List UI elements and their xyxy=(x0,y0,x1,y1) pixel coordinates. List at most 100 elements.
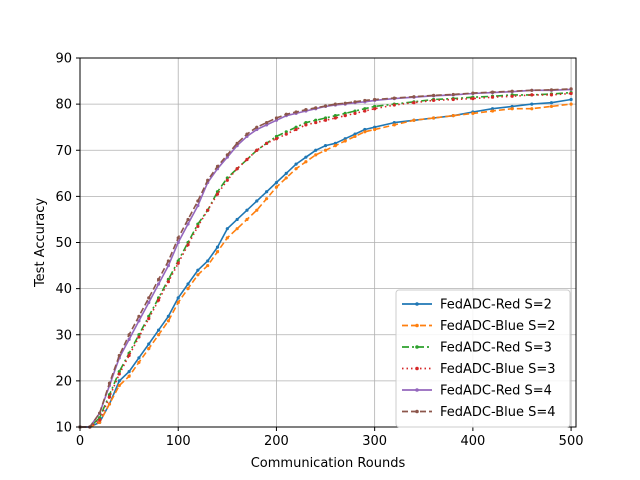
data-point xyxy=(333,102,337,106)
data-point xyxy=(530,88,534,92)
legend-item: FedADC-Red S=3 xyxy=(402,341,552,356)
data-point xyxy=(353,111,357,115)
data-point xyxy=(274,134,279,139)
data-point xyxy=(451,92,455,97)
series-4 xyxy=(78,91,573,429)
data-point xyxy=(186,243,190,247)
data-point xyxy=(490,90,495,94)
y-tick-label: 40 xyxy=(55,282,72,297)
data-point xyxy=(235,227,239,231)
y-tick-label: 60 xyxy=(55,190,72,205)
data-point xyxy=(274,180,279,185)
data-point xyxy=(215,192,220,196)
y-tick-label: 50 xyxy=(55,236,72,251)
data-point xyxy=(333,114,337,118)
data-point xyxy=(284,171,288,175)
data-point xyxy=(363,130,367,134)
data-point xyxy=(147,346,151,351)
y-tick-label: 30 xyxy=(55,328,72,343)
data-point xyxy=(373,127,377,132)
data-point xyxy=(196,199,200,203)
data-point xyxy=(166,259,170,263)
data-point xyxy=(363,109,367,113)
data-point xyxy=(137,360,141,365)
data-point xyxy=(304,155,308,159)
series-layer xyxy=(78,87,573,429)
data-point xyxy=(510,104,514,109)
data-point xyxy=(255,148,259,152)
data-point xyxy=(137,319,141,323)
data-point xyxy=(530,102,534,106)
data-point xyxy=(304,108,308,112)
data-point xyxy=(490,107,495,111)
legend-label: FedADC-Red S=2 xyxy=(440,298,552,313)
data-point xyxy=(156,333,161,337)
data-point xyxy=(176,261,180,265)
data-point xyxy=(412,95,416,99)
data-point xyxy=(510,107,514,111)
data-point xyxy=(215,250,220,254)
data-point xyxy=(137,333,141,337)
data-point xyxy=(274,185,279,189)
data-point xyxy=(353,109,357,113)
legend-marker xyxy=(415,345,419,349)
data-point xyxy=(471,111,475,115)
data-point xyxy=(147,342,151,346)
data-point xyxy=(549,88,554,92)
data-point xyxy=(510,89,514,93)
data-point xyxy=(98,418,102,422)
data-point xyxy=(117,353,121,358)
data-point xyxy=(176,296,180,300)
data-point xyxy=(206,263,210,268)
data-point xyxy=(166,319,170,323)
data-point xyxy=(166,314,170,318)
data-point xyxy=(127,353,131,358)
x-tick-label: 300 xyxy=(362,434,387,449)
data-point xyxy=(176,240,180,245)
data-point xyxy=(323,144,328,148)
legend-marker xyxy=(415,409,419,414)
legend-item: FedADC-Red S=4 xyxy=(402,384,552,399)
y-axis-label: Test Accuracy xyxy=(33,198,48,288)
data-point xyxy=(412,118,416,122)
data-point xyxy=(294,110,298,114)
data-point xyxy=(215,164,220,168)
data-point xyxy=(304,120,308,125)
legend-marker xyxy=(415,302,419,306)
data-point xyxy=(235,141,239,145)
data-point xyxy=(353,132,357,136)
data-point xyxy=(156,328,161,332)
data-point xyxy=(166,263,170,268)
data-point xyxy=(245,217,249,222)
legend-label: FedADC-Red S=3 xyxy=(440,341,552,356)
series-2 xyxy=(78,102,573,429)
x-axis-label: Communication Rounds xyxy=(251,456,406,471)
data-point xyxy=(373,97,377,102)
data-point xyxy=(225,155,229,159)
data-point xyxy=(245,157,249,162)
legend-label: FedADC-Blue S=4 xyxy=(440,405,556,420)
x-tick-label: 400 xyxy=(460,434,485,449)
data-point xyxy=(294,162,298,166)
data-point xyxy=(569,87,573,91)
data-point xyxy=(265,190,269,194)
data-point xyxy=(392,123,396,127)
data-point xyxy=(196,224,200,228)
data-point xyxy=(127,374,131,378)
data-point xyxy=(343,101,347,105)
data-point xyxy=(490,95,495,99)
data-point xyxy=(274,118,279,122)
data-point xyxy=(196,268,200,272)
legend-marker xyxy=(415,388,419,392)
data-point xyxy=(274,137,279,141)
data-point xyxy=(107,395,112,399)
x-tick-label: 100 xyxy=(166,434,191,449)
legend-item: FedADC-Blue S=2 xyxy=(402,319,556,334)
data-point xyxy=(137,335,141,339)
data-point xyxy=(451,114,455,118)
data-point xyxy=(235,167,239,171)
data-point xyxy=(431,93,436,97)
data-point xyxy=(392,120,396,125)
data-point xyxy=(156,277,161,281)
